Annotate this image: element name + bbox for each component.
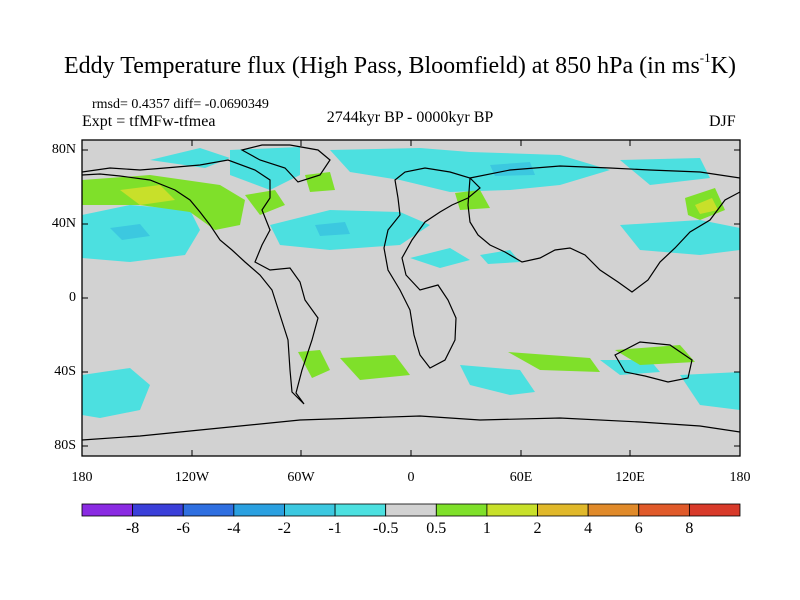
positive-core [695, 198, 718, 214]
negative-region [480, 250, 520, 264]
colorbar-label: -8 [125, 520, 140, 537]
negative-core [315, 222, 350, 236]
negative-region [270, 210, 430, 250]
colorbar-swatch [688, 503, 741, 517]
colorbar-label: 2 [533, 520, 542, 537]
lon-label: 60E [509, 470, 533, 485]
coastlines [82, 144, 740, 441]
positive-region [82, 175, 245, 230]
lat-label: 0 [69, 290, 76, 305]
positive-core [120, 185, 175, 205]
flux-field [82, 147, 740, 418]
lon-label: 180 [71, 470, 93, 485]
lon-label: 120W [174, 470, 210, 485]
negative-region [460, 365, 535, 395]
title-main: Eddy Temperature flux (High Pass, Bloomf… [64, 53, 700, 79]
colorbar-swatch [132, 503, 184, 517]
positive-region [508, 352, 600, 372]
axis-ticks [81, 140, 741, 456]
negative-core [490, 162, 535, 176]
positive-region [245, 190, 285, 215]
asia-coast [467, 165, 740, 293]
negative-core [110, 224, 150, 240]
antarctica-coast [82, 415, 740, 441]
season-label: DJF [709, 113, 736, 130]
negative-region [230, 147, 300, 190]
negative-region [620, 158, 710, 185]
colorbar-swatch [284, 503, 336, 517]
colorbar-label: -4 [227, 520, 241, 537]
colorbar-label: -1 [328, 520, 342, 537]
colorbar [81, 503, 741, 517]
plot-title: Eddy Temperature flux (High Pass, Bloomf… [0, 50, 800, 80]
colorbar-label: 1 [482, 520, 491, 537]
experiment-label: Expt = tfMFw-tfmea [82, 113, 216, 130]
stats-line: rmsd= 0.4357 diff= -0.0690349 [92, 97, 269, 112]
positive-region [455, 190, 490, 210]
lat-label: 40S [54, 364, 76, 379]
australia-coast [614, 341, 693, 383]
lon-label: 0 [407, 470, 415, 485]
colorbar-swatch [537, 503, 589, 517]
lon-label: 60W [287, 470, 315, 485]
lat-label: 40N [51, 216, 76, 231]
colorbar-swatch [233, 503, 285, 517]
positive-region [340, 355, 410, 380]
negative-region [680, 372, 740, 410]
lon-label: 180 [729, 470, 751, 485]
colorbar-swatch [486, 503, 538, 517]
colorbar-swatch [435, 503, 488, 517]
colorbar-swatch [182, 503, 235, 517]
negative-region [620, 220, 740, 255]
colorbar-label: 6 [634, 520, 643, 537]
colorbar-swatch [385, 503, 437, 517]
lon-label: 120E [615, 470, 645, 485]
greenland-coast [240, 144, 331, 183]
colorbar-label: -2 [277, 520, 292, 537]
negative-region [330, 148, 610, 192]
europe-africa-coast [383, 167, 481, 369]
colorbar-swatch [334, 503, 387, 517]
colorbar-swatch [638, 503, 690, 517]
negative-region [82, 368, 150, 418]
colorbar-label: -6 [176, 520, 190, 537]
colorbar-label: 0.5 [426, 520, 447, 537]
americas-coast [82, 159, 319, 405]
colorbar-label: 4 [584, 520, 593, 537]
lat-label: 80N [51, 142, 76, 157]
title-superscript: -1 [699, 50, 711, 65]
colorbar-swatch [81, 503, 134, 517]
colorbar-label: -0.5 [373, 520, 399, 537]
colorbar-swatch [587, 503, 640, 517]
lat-label: 80S [54, 438, 76, 453]
colorbar-label: 8 [685, 520, 694, 537]
title-tail: K) [710, 53, 736, 79]
positive-region [615, 345, 695, 365]
period-label: 2744kyr BP - 0000kyr BP [326, 109, 494, 126]
negative-region [410, 248, 470, 268]
